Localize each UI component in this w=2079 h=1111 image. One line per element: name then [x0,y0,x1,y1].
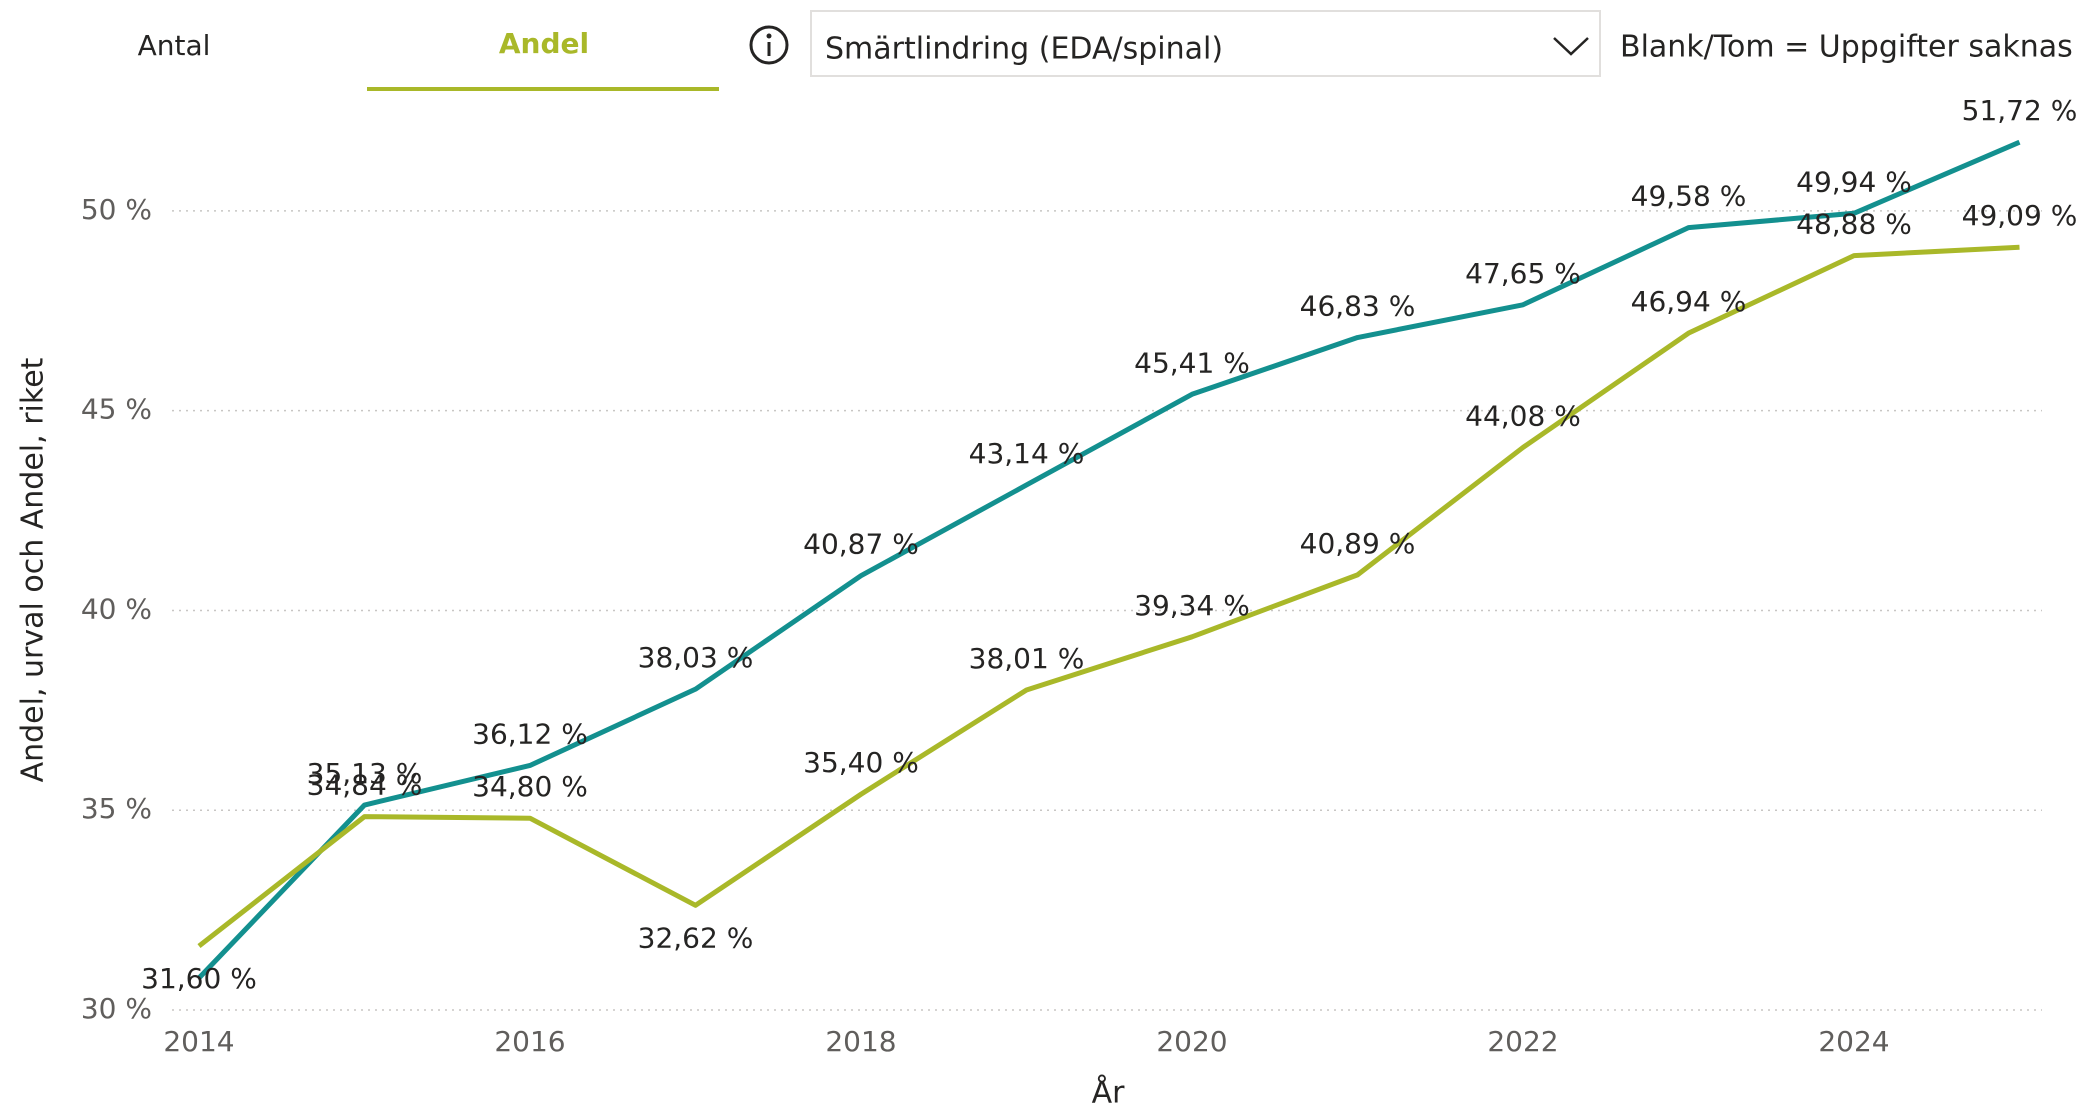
x-tick-label: 2022 [1487,1025,1558,1058]
x-axis-title: År [1092,1075,1126,1111]
data-label: 34,80 % [472,770,588,803]
data-label: 46,94 % [1631,285,1747,318]
data-label: 44,08 % [1465,399,1581,432]
data-label: 38,03 % [638,641,754,674]
y-tick-label: 30 % [81,992,152,1025]
tab-antal[interactable]: Antal [138,29,211,62]
x-tick-label: 2018 [825,1025,896,1058]
data-label: 35,40 % [803,746,919,779]
data-label: 36,12 % [472,717,588,750]
x-tick-label: 2016 [494,1025,565,1058]
data-label: 49,94 % [1796,165,1912,198]
y-tick-label: 40 % [81,592,152,625]
data-label: 49,09 % [1962,199,2078,232]
data-label: 45,41 % [1134,346,1250,379]
note: Blank/Tom = Uppgifter saknas [1620,30,2073,65]
y-tick-label: 35 % [81,792,152,825]
dropdown[interactable] [810,10,1601,77]
data-label: 40,87 % [803,528,919,561]
y-tick-label: 50 % [81,193,152,226]
data-label: 34,84 % [307,769,423,802]
data-label: 35,13 % [307,757,423,790]
data-label: 43,14 % [969,437,1085,470]
data-label: 39,34 % [1134,589,1250,622]
x-tick-label: 2014 [163,1025,234,1058]
info-icon[interactable] [749,25,789,65]
chevron [1553,37,1589,56]
y-axis-title: Andel, urval och Andel, riket [16,357,51,782]
data-label: 51,72 % [1962,94,2078,127]
series-line [197,139,2021,980]
data-label: 40,89 % [1300,527,1416,560]
data-label: 32,62 % [638,921,754,954]
data-label: 46,83 % [1300,290,1416,323]
data-label: 48,88 % [1796,208,1912,241]
data-label: 49,58 % [1631,180,1747,213]
tab-andel[interactable]: Andel [499,27,589,60]
dropdown-text: Smärtlindring (EDA/spinal) [825,32,1223,67]
data-label: 47,65 % [1465,257,1581,290]
x-tick-label: 2020 [1156,1025,1227,1058]
x-tick-label: 2024 [1818,1025,1889,1058]
y-tick-label: 45 % [81,393,152,426]
series-line [197,244,2020,949]
data-label: 31,60 % [141,962,257,995]
data-label: 38,01 % [969,642,1085,675]
